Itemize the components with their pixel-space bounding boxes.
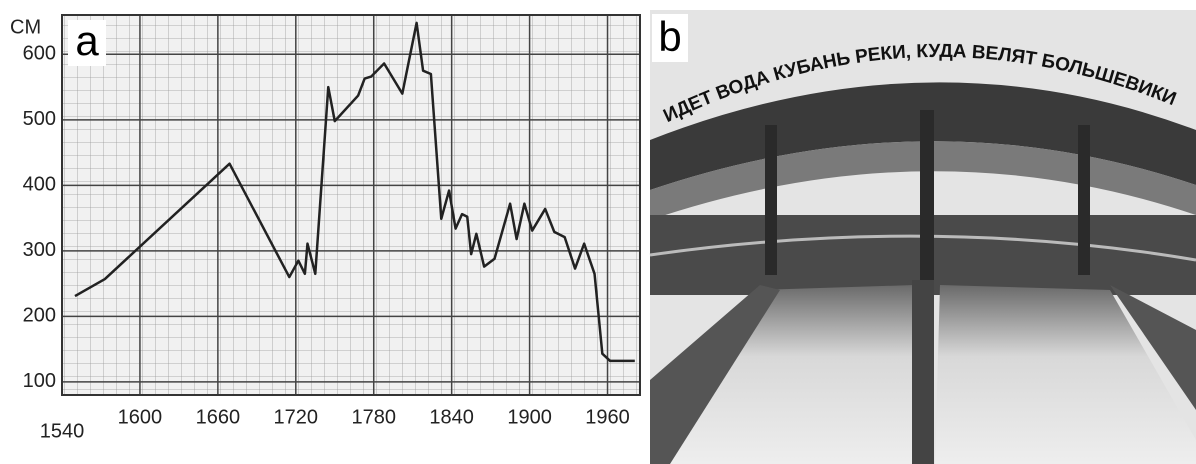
pillar: [765, 125, 777, 275]
panel-label: b: [658, 13, 681, 60]
arch-band: [650, 141, 1196, 220]
x-tick-label: 1780: [351, 406, 396, 428]
panel-label: a: [75, 17, 99, 64]
y-tick-label: 600: [23, 43, 56, 65]
x-tick-label: 1540: [40, 420, 85, 442]
data-line: [74, 21, 635, 363]
x-tick-label: 1840: [429, 406, 474, 428]
spillway: [650, 285, 925, 464]
plot-frame: [61, 14, 641, 396]
x-tick-label: 1660: [196, 406, 241, 428]
panel-label-box: [68, 20, 106, 66]
y-tick-label: 500: [23, 108, 56, 130]
graph-paper: [62, 15, 640, 395]
y-tick-label: 200: [23, 305, 56, 327]
spillway: [935, 285, 1196, 464]
pillar: [920, 110, 934, 280]
y-tick-label: 400: [23, 174, 56, 196]
panel-label-box: [652, 14, 688, 62]
chart: 100 200 300 400 500 600 1540 1600 1660 1720 1780 18…: [23, 15, 640, 442]
x-tick-label: 1960: [585, 406, 630, 428]
side-wall: [1110, 285, 1196, 410]
x-tick-label: 1900: [507, 406, 552, 428]
y-tick-label: 300: [23, 239, 56, 261]
pillar: [1078, 125, 1090, 275]
y-tick-label: 100: [23, 370, 56, 392]
divider: [912, 280, 934, 464]
x-tick-label: 1600: [118, 406, 163, 428]
x-tick-label: 1720: [274, 406, 319, 428]
side-wall: [650, 285, 780, 464]
photo: ИДЕТ ВОДА КУБАНЬ РЕКИ, КУДА ВЕЛЯТ БОЛЬШЕ…: [649, 10, 1196, 464]
y-unit: CM: [10, 16, 41, 38]
